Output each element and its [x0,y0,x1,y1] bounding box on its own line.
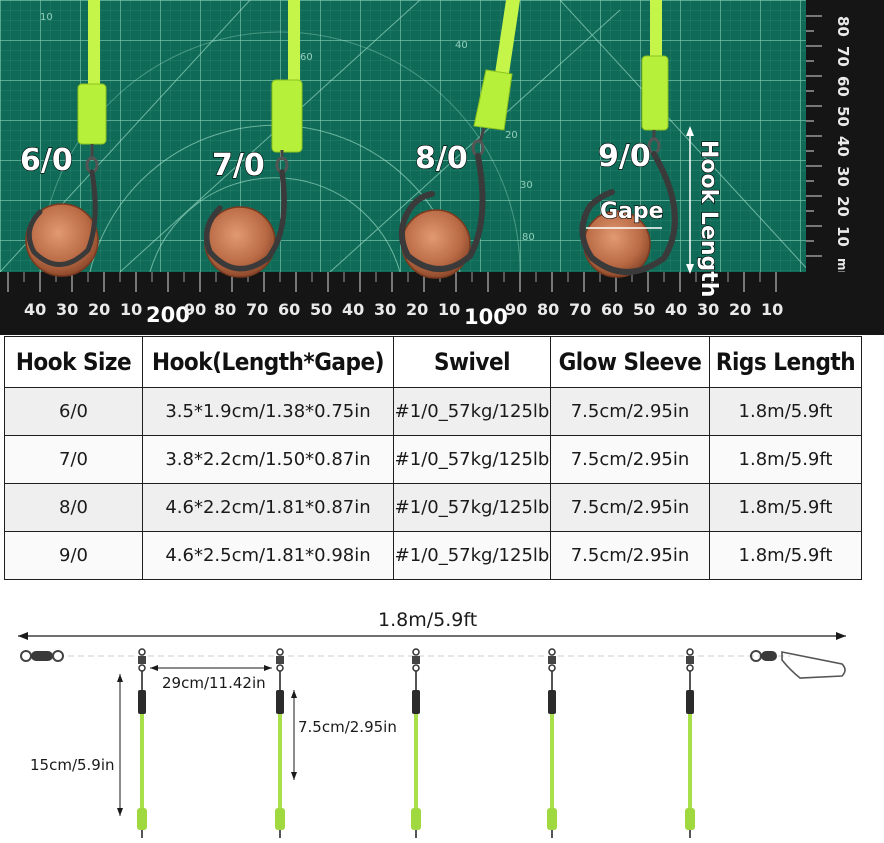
hook-size-label: 9/0 [598,139,651,174]
col-hook-size: Hook Size [4,336,143,388]
total-length-label: 1.8m/5.9ft [378,609,477,631]
cell-swivel: #1/0_57kg/125lb [393,531,551,580]
cell-glow-sleeve: 7.5cm/2.95in [550,387,710,436]
ruler-bottom-number: 30 [697,300,719,319]
ruler-right-number: 40 [834,136,852,157]
cell-hook-size: 8/0 [4,483,143,532]
ruler-right-number: 80 [834,16,852,37]
ruler-bottom-number: 60 [601,300,623,319]
table-row: 8/0 4.6*2.2cm/1.81*0.87in #1/0_57kg/125l… [4,483,862,532]
dropper-3 [394,647,423,843]
mat-number: 30 [520,180,533,191]
cell-glow-sleeve: 7.5cm/2.95in [550,483,710,532]
col-glow-sleeve: Glow Sleeve [550,336,710,388]
cell-hook-dimensions: 4.6*2.2cm/1.81*0.87in [142,483,394,532]
cell-hook-size: 7/0 [4,435,143,484]
ruler-bottom-number: 100 [464,305,508,329]
table-row: 6/0 3.5*1.9cm/1.38*0.75in #1/0_57kg/125l… [4,387,862,436]
ruler-bottom-number: 200 [146,303,190,327]
cell-rigs-length: 1.8m/5.9ft [709,483,862,532]
mat-number: 60 [300,52,313,63]
ruler-bottom-number: 40 [665,300,687,319]
table-row: 7/0 3.8*2.2cm/1.50*0.87in #1/0_57kg/125l… [4,435,862,484]
ruler-bottom-number: 40 [24,300,46,319]
hook-8-0 [399,0,520,279]
cell-hook-size: 6/0 [4,387,143,436]
dropper-5 [668,647,697,843]
col-swivel: Swivel [393,336,551,388]
cell-hook-size: 9/0 [4,531,143,580]
dropper-length-label: 15cm/5.9in [30,756,115,774]
hook-6-0 [25,0,107,277]
sleeve-length-label: 7.5cm/2.95in [298,718,397,736]
table-header-row: Hook Size Hook(Length*Gape) Swivel Glow … [4,336,862,388]
mat-number: 80 [522,232,535,243]
cell-hook-dimensions: 3.5*1.9cm/1.38*0.75in [142,387,394,436]
ruler-bottom-number: 50 [310,300,332,319]
ruler-bottom-number: 90 [184,300,206,319]
ruler-bottom-number: 70 [569,300,591,319]
cell-rigs-length: 1.8m/5.9ft [709,387,862,436]
ruler-right-number: 10 [834,226,852,247]
product-photo: 10 20 30 40 60 80 80 70 60 50 40 30 [0,0,884,335]
col-hook-dimensions: Hook(Length*Gape) [142,336,394,388]
ruler-bottom-number: 20 [88,300,110,319]
ruler-bottom-number: 80 [214,300,236,319]
ruler-bottom-number: 10 [438,300,460,319]
cell-hook-dimensions: 4.6*2.5cm/1.81*0.98in [142,531,394,580]
ruler-right-number: 60 [834,76,852,97]
cell-swivel: #1/0_57kg/125lb [393,435,551,484]
cell-rigs-length: 1.8m/5.9ft [709,435,862,484]
cell-glow-sleeve: 7.5cm/2.95in [550,435,710,484]
table-row: 9/0 4.6*2.5cm/1.81*0.98in #1/0_57kg/125l… [4,531,862,580]
ruler-right-number: 30 [834,166,852,187]
ruler-bottom-number: 60 [278,300,300,319]
ruler-bottom-number: 30 [374,300,396,319]
ruler-bottom-number: 20 [729,300,751,319]
dropper-1 [120,647,149,843]
ruler-right-number: 50 [834,106,852,127]
spacing-label: 29cm/11.42in [162,674,266,692]
col-rigs-length: Rigs Length [709,336,862,388]
snap-swivel-icon [750,650,846,679]
hook-size-label: 6/0 [20,143,73,178]
hook-length-label: Hook Length [696,140,721,297]
ruler-bottom-number: 40 [342,300,364,319]
ruler-bottom-number: 90 [505,300,527,319]
hook-7-0 [203,0,303,278]
mat-number: 10 [40,12,53,23]
cell-rigs-length: 1.8m/5.9ft [709,531,862,580]
ruler-right-number: 20 [834,196,852,217]
ruler-bottom-number: 10 [761,300,783,319]
ruler-bottom-number: 20 [406,300,428,319]
cell-swivel: #1/0_57kg/125lb [393,387,551,436]
cell-swivel: #1/0_57kg/125lb [393,483,551,532]
ruler-bottom-number: 50 [633,300,655,319]
cell-hook-dimensions: 3.8*2.2cm/1.50*0.87in [142,435,394,484]
ruler-bottom-number: 80 [537,300,559,319]
ruler-bottom-number: 70 [246,300,268,319]
rig-diagram: 1.8m/5.9ft 29cm/11.42in 7.5cm/2.95 [0,590,884,843]
hook-9-0 [579,0,694,278]
hook-size-label: 8/0 [415,141,468,176]
bottom-ruler [0,272,884,335]
ruler-bottom-number: 30 [56,300,78,319]
gape-label: Gape [600,199,664,224]
ruler-right-number: 70 [834,46,852,67]
swivel-icon [20,650,64,662]
cell-glow-sleeve: 7.5cm/2.95in [550,531,710,580]
mat-number: 40 [455,40,468,51]
mat-number: 20 [505,130,518,141]
ruler-bottom-number: 10 [120,300,142,319]
spec-table: Hook Size Hook(Length*Gape) Swivel Glow … [4,336,862,580]
hook-size-label: 7/0 [212,148,265,183]
dropper-4 [530,647,559,843]
